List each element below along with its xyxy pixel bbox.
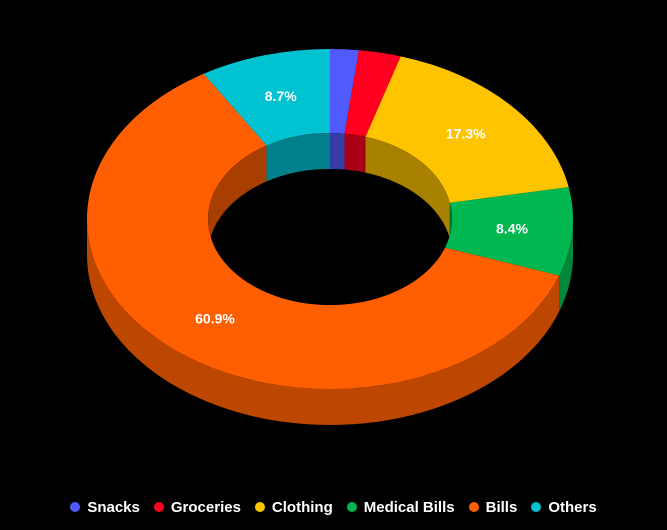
inner-wall-bills <box>208 145 267 255</box>
slice-bills[interactable] <box>87 73 560 390</box>
legend-item-clothing[interactable]: Clothing <box>254 498 333 516</box>
legend-item-groceries[interactable]: Groceries <box>153 498 241 516</box>
slice-label-others: 8.7% <box>265 88 297 104</box>
slice-label-bills: 60.9% <box>195 310 235 326</box>
inner-wall-groceries <box>344 133 366 173</box>
inner-wall-clothing <box>365 136 450 239</box>
slice-clothing[interactable] <box>365 56 569 203</box>
legend-item-medical-bills[interactable]: Medical Bills <box>346 498 455 516</box>
slice-others[interactable] <box>203 49 330 146</box>
inner-wall-others <box>266 133 330 182</box>
legend-item-snacks[interactable]: Snacks <box>70 499 140 516</box>
slice-label-clothing: 17.3% <box>446 125 486 141</box>
inner-wall-snacks <box>330 133 345 170</box>
slice-medical-bills[interactable] <box>445 187 573 276</box>
legend-label-clothing: Clothing <box>271 498 333 516</box>
slice-label-medical-bills: 8.4% <box>496 221 528 237</box>
legend-label-others: Others <box>548 498 597 516</box>
legend-dot-icon <box>346 502 357 512</box>
legend-dot-icon <box>153 502 164 512</box>
legend-label-bills: Bills <box>485 498 518 516</box>
slice-snacks[interactable] <box>330 49 359 134</box>
legend-dot-icon <box>531 502 542 512</box>
legend-label-snacks: Snacks <box>87 498 140 516</box>
legend-label-groceries: Groceries <box>170 498 241 516</box>
slice-groceries[interactable] <box>344 50 401 137</box>
outer-wall-medical-bills <box>559 219 573 312</box>
legend-dot-icon <box>70 502 81 512</box>
legend-label-medical-bills: Medical Bills <box>363 498 455 516</box>
legend-dot-icon <box>468 502 479 512</box>
legend-dot-icon <box>254 502 265 512</box>
chart-legend: Snacks Groceries Clothing Medical Bills Bill… <box>0 496 667 518</box>
legend-item-others[interactable]: Others <box>531 498 597 516</box>
outer-wall-bills <box>87 219 560 426</box>
legend-item-bills[interactable]: Bills <box>468 498 518 516</box>
